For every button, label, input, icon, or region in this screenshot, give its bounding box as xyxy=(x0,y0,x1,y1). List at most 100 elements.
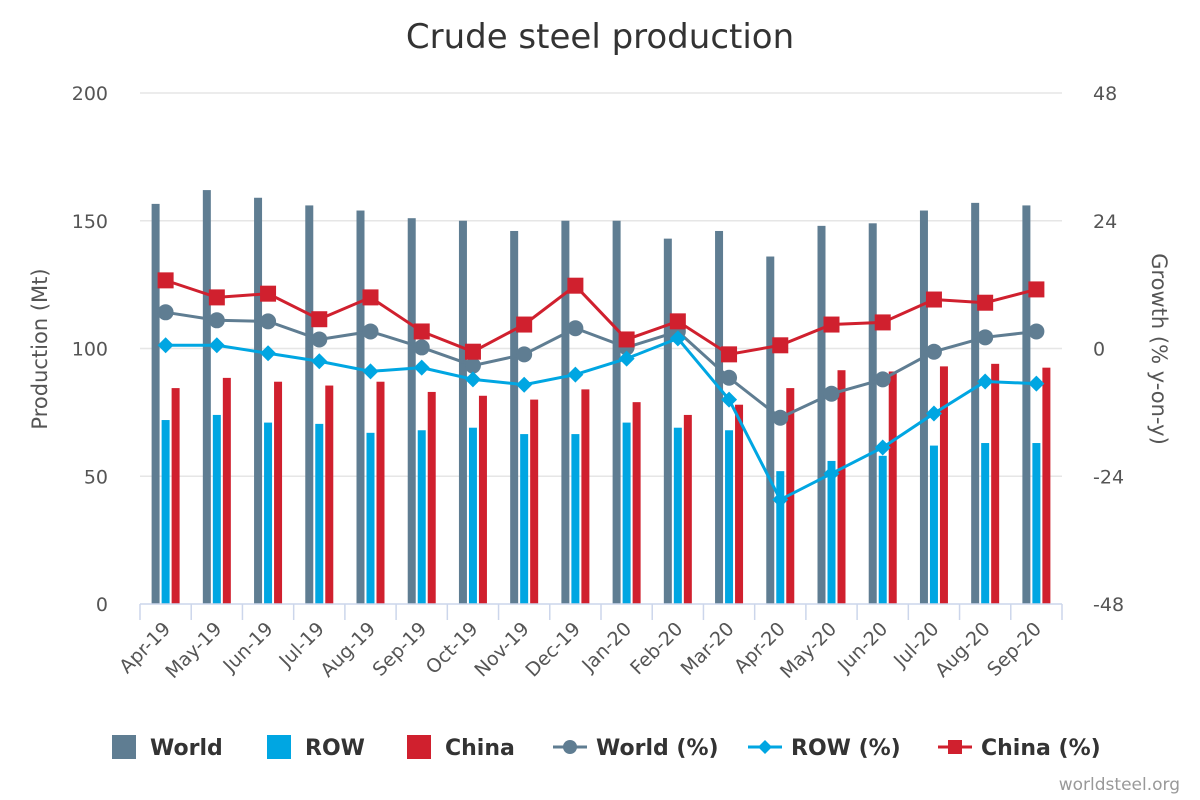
bar-china-may-20[interactable] xyxy=(837,370,846,604)
bar-row-aug-19[interactable] xyxy=(366,432,375,604)
bar-row-may-20[interactable] xyxy=(827,460,836,604)
bar-world-jul-19[interactable] xyxy=(305,205,314,605)
bar-china-sep-20[interactable] xyxy=(1042,367,1051,604)
marker-row-jun-19[interactable] xyxy=(260,345,277,362)
bar-china-dec-19[interactable] xyxy=(581,389,590,604)
marker-china-jun-20[interactable] xyxy=(874,314,891,331)
marker-world-dec-19[interactable] xyxy=(567,320,584,337)
bar-row-jun-20[interactable] xyxy=(878,455,887,604)
marker-row-apr-19[interactable] xyxy=(157,337,174,354)
bar-china-jun-20[interactable] xyxy=(888,371,897,604)
marker-world-apr-19[interactable] xyxy=(157,304,174,321)
bar-row-apr-20[interactable] xyxy=(776,471,785,604)
marker-world-oct-19[interactable] xyxy=(464,357,481,374)
marker-china-sep-19[interactable] xyxy=(413,323,430,340)
legend-item-world[interactable]: World (%) xyxy=(553,736,719,761)
marker-world-nov-19[interactable] xyxy=(516,346,533,363)
marker-world-sep-20[interactable] xyxy=(1028,323,1045,340)
bar-row-feb-20[interactable] xyxy=(673,427,682,604)
bar-world-jul-20[interactable] xyxy=(919,210,928,604)
legend-item-world[interactable]: World xyxy=(112,735,223,761)
marker-world-may-20[interactable] xyxy=(823,385,840,402)
bar-china-jul-19[interactable] xyxy=(325,385,334,604)
marker-world-aug-19[interactable] xyxy=(362,323,379,340)
bar-row-oct-19[interactable] xyxy=(468,427,477,604)
bar-world-jan-20[interactable] xyxy=(612,220,621,604)
bar-row-jul-20[interactable] xyxy=(929,445,938,604)
bar-world-oct-19[interactable] xyxy=(458,220,467,604)
marker-row-may-20[interactable] xyxy=(823,465,840,482)
bar-world-sep-19[interactable] xyxy=(407,218,416,604)
marker-row-sep-19[interactable] xyxy=(413,359,430,376)
bar-row-aug-20[interactable] xyxy=(981,443,990,604)
bar-row-jan-20[interactable] xyxy=(622,422,631,604)
bar-row-dec-19[interactable] xyxy=(571,434,580,604)
marker-world-sep-19[interactable] xyxy=(413,339,430,356)
bar-china-may-19[interactable] xyxy=(222,377,231,604)
legend-item-china[interactable]: China (%) xyxy=(938,736,1101,761)
credit-text[interactable]: worldsteel.org xyxy=(1059,775,1180,795)
marker-world-jun-19[interactable] xyxy=(260,313,277,330)
marker-row-mar-20[interactable] xyxy=(721,391,738,408)
bar-row-jun-19[interactable] xyxy=(264,422,273,604)
marker-china-jul-20[interactable] xyxy=(925,291,942,308)
marker-china-jan-20[interactable] xyxy=(618,331,635,348)
marker-china-may-20[interactable] xyxy=(823,316,840,333)
bar-row-sep-20[interactable] xyxy=(1032,443,1041,604)
bar-row-mar-20[interactable] xyxy=(725,430,734,604)
marker-china-apr-20[interactable] xyxy=(772,337,789,354)
marker-row-nov-19[interactable] xyxy=(516,376,533,393)
bar-world-apr-20[interactable] xyxy=(766,256,775,604)
bar-china-apr-19[interactable] xyxy=(171,388,180,604)
bar-world-sep-20[interactable] xyxy=(1022,205,1031,605)
bar-china-mar-20[interactable] xyxy=(735,404,744,604)
bar-row-apr-19[interactable] xyxy=(161,420,170,604)
marker-china-jul-19[interactable] xyxy=(311,311,328,328)
marker-row-jul-19[interactable] xyxy=(311,353,328,370)
bar-row-may-19[interactable] xyxy=(212,414,221,604)
marker-world-mar-20[interactable] xyxy=(721,369,738,386)
bar-china-sep-19[interactable] xyxy=(427,391,436,604)
marker-row-apr-20[interactable] xyxy=(772,491,789,508)
marker-row-jul-20[interactable] xyxy=(925,405,942,422)
marker-china-may-19[interactable] xyxy=(208,289,225,306)
bar-world-aug-19[interactable] xyxy=(356,210,365,604)
bar-world-jun-20[interactable] xyxy=(868,223,877,604)
bar-row-nov-19[interactable] xyxy=(520,434,529,604)
marker-china-apr-19[interactable] xyxy=(157,272,174,289)
marker-world-jul-19[interactable] xyxy=(311,331,328,348)
marker-row-oct-19[interactable] xyxy=(464,371,481,388)
bar-china-aug-20[interactable] xyxy=(991,363,1000,604)
legend-item-row[interactable]: ROW xyxy=(267,735,365,761)
marker-china-aug-19[interactable] xyxy=(362,289,379,306)
marker-china-feb-20[interactable] xyxy=(669,313,686,330)
marker-china-mar-20[interactable] xyxy=(721,346,738,363)
bar-china-feb-20[interactable] xyxy=(683,414,692,604)
bar-row-jul-19[interactable] xyxy=(315,423,324,604)
marker-china-dec-19[interactable] xyxy=(567,277,584,294)
marker-row-dec-19[interactable] xyxy=(567,366,584,383)
marker-world-aug-20[interactable] xyxy=(977,329,994,346)
marker-world-may-19[interactable] xyxy=(208,312,225,329)
marker-row-jun-20[interactable] xyxy=(874,439,891,456)
marker-world-apr-20[interactable] xyxy=(772,409,789,426)
bar-world-nov-19[interactable] xyxy=(510,230,519,604)
marker-row-aug-20[interactable] xyxy=(977,373,994,390)
bar-china-jun-19[interactable] xyxy=(274,381,283,604)
marker-world-jul-20[interactable] xyxy=(925,343,942,360)
bar-china-jul-20[interactable] xyxy=(939,366,948,604)
bar-row-sep-19[interactable] xyxy=(417,430,426,604)
marker-row-may-19[interactable] xyxy=(208,337,225,354)
bar-world-dec-19[interactable] xyxy=(561,220,570,604)
marker-china-sep-20[interactable] xyxy=(1028,281,1045,298)
legend-item-row[interactable]: ROW (%) xyxy=(748,736,901,761)
marker-row-sep-20[interactable] xyxy=(1028,375,1045,392)
marker-china-aug-20[interactable] xyxy=(977,294,994,311)
bar-world-aug-20[interactable] xyxy=(971,202,980,605)
bar-china-aug-19[interactable] xyxy=(376,381,385,604)
bar-world-may-19[interactable] xyxy=(202,190,211,604)
bar-world-feb-20[interactable] xyxy=(663,238,672,604)
marker-row-feb-20[interactable] xyxy=(669,330,686,347)
marker-row-jan-20[interactable] xyxy=(618,350,635,367)
bar-china-jan-20[interactable] xyxy=(632,402,641,604)
